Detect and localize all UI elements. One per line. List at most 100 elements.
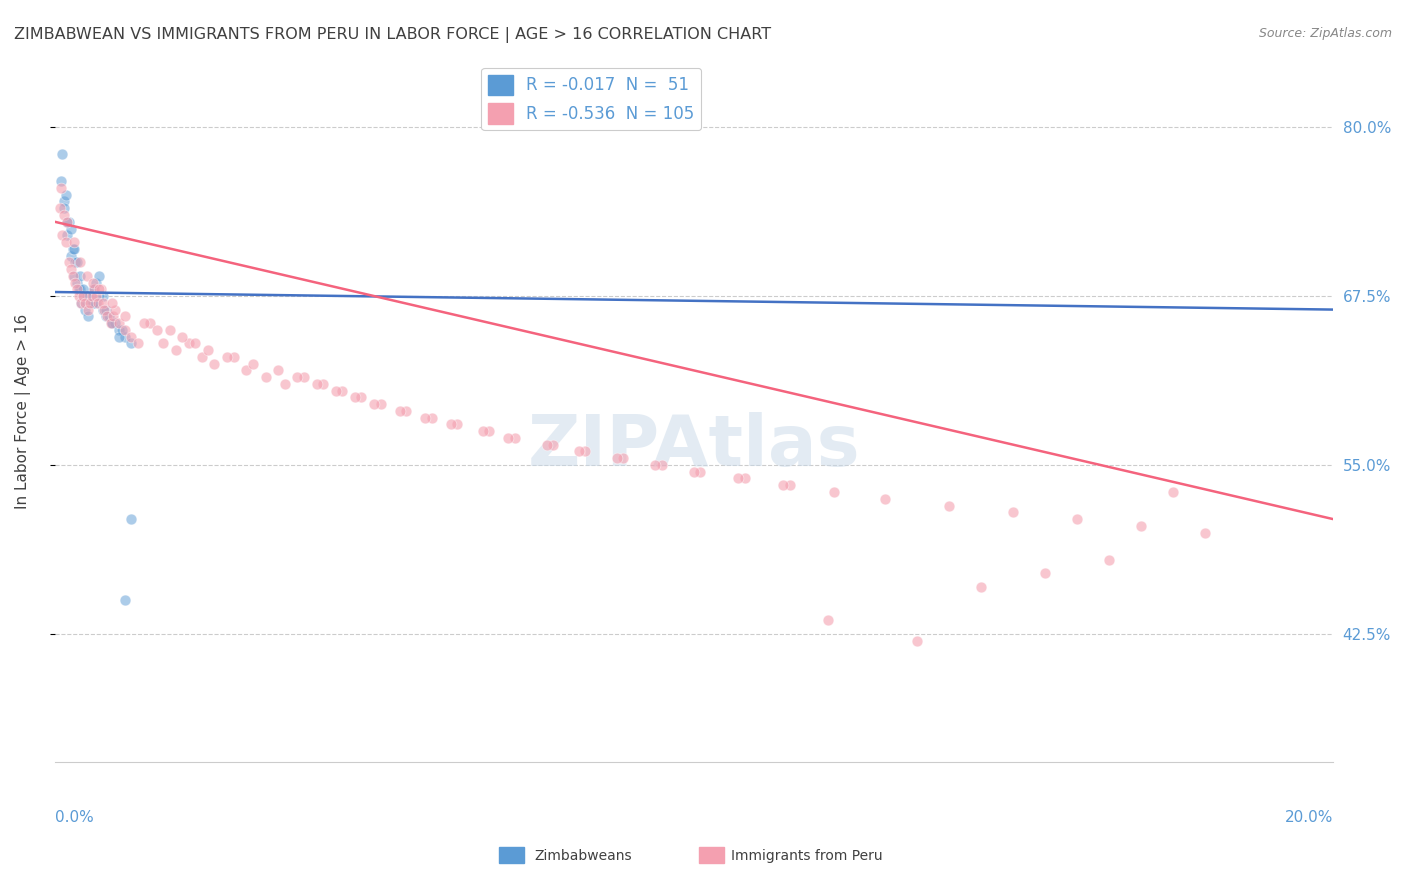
- Point: [101, 316, 124, 330]
- Text: ZIMBABWEAN VS IMMIGRANTS FROM PERU IN LABOR FORCE | AGE > 16 CORRELATION CHART: ZIMBABWEAN VS IMMIGRANTS FROM PERU IN LA…: [14, 27, 770, 43]
- Point: [59, 221, 82, 235]
- Point: [440, 417, 463, 432]
- Point: [76, 302, 98, 317]
- Point: [84, 289, 107, 303]
- Point: [606, 451, 628, 466]
- Point: [70, 295, 93, 310]
- Point: [292, 370, 315, 384]
- Point: [413, 410, 436, 425]
- Point: [172, 329, 194, 343]
- Point: [69, 255, 91, 269]
- Point: [91, 302, 114, 317]
- Point: [66, 282, 89, 296]
- Point: [1130, 518, 1153, 533]
- Point: [72, 289, 94, 303]
- Point: [574, 444, 596, 458]
- Point: [350, 391, 373, 405]
- Y-axis label: In Labor Force | Age > 16: In Labor Force | Age > 16: [15, 313, 31, 508]
- Point: [1002, 505, 1025, 519]
- Point: [83, 282, 105, 296]
- Point: [107, 329, 129, 343]
- Point: [541, 438, 564, 452]
- Point: [363, 397, 385, 411]
- Point: [242, 357, 264, 371]
- Point: [132, 316, 155, 330]
- Point: [90, 282, 112, 296]
- Point: [49, 181, 72, 195]
- Point: [69, 268, 91, 283]
- Point: [734, 471, 756, 485]
- Point: [1194, 525, 1216, 540]
- Point: [91, 295, 114, 310]
- Point: [82, 295, 104, 310]
- Text: ZIPAtlas: ZIPAtlas: [527, 411, 860, 481]
- Point: [120, 512, 142, 526]
- Legend: R = -0.017  N =  51, R = -0.536  N = 105: R = -0.017 N = 51, R = -0.536 N = 105: [481, 68, 702, 130]
- Point: [49, 174, 72, 188]
- Point: [420, 410, 443, 425]
- Point: [817, 613, 839, 627]
- Point: [152, 336, 174, 351]
- Point: [651, 458, 673, 472]
- Point: [120, 336, 142, 351]
- Point: [89, 282, 111, 296]
- Point: [177, 336, 200, 351]
- Point: [235, 363, 257, 377]
- Point: [55, 187, 77, 202]
- Point: [273, 376, 295, 391]
- Point: [51, 228, 73, 243]
- Point: [388, 404, 411, 418]
- Point: [58, 215, 80, 229]
- Text: Zimbabweans: Zimbabweans: [534, 849, 631, 863]
- Point: [395, 404, 418, 418]
- Point: [62, 268, 84, 283]
- Point: [89, 289, 111, 303]
- Point: [89, 268, 111, 283]
- Point: [103, 310, 125, 324]
- Point: [94, 302, 117, 317]
- Point: [779, 478, 801, 492]
- Point: [53, 201, 76, 215]
- Point: [772, 478, 794, 492]
- Point: [217, 350, 239, 364]
- Point: [62, 242, 84, 256]
- Point: [165, 343, 187, 358]
- Text: 0.0%: 0.0%: [55, 810, 93, 824]
- Point: [446, 417, 468, 432]
- Point: [62, 268, 84, 283]
- Point: [56, 228, 79, 243]
- Point: [75, 302, 97, 317]
- Point: [66, 255, 89, 269]
- Point: [53, 194, 76, 209]
- Point: [76, 295, 98, 310]
- Point: [56, 215, 79, 229]
- Point: [63, 276, 86, 290]
- Point: [82, 282, 104, 296]
- Point: [62, 242, 84, 256]
- Point: [139, 316, 162, 330]
- Point: [97, 310, 120, 324]
- Point: [312, 376, 335, 391]
- Point: [63, 255, 86, 269]
- Point: [689, 465, 711, 479]
- Point: [101, 316, 124, 330]
- Point: [48, 201, 70, 215]
- Point: [72, 289, 94, 303]
- Point: [76, 289, 98, 303]
- Point: [190, 350, 212, 364]
- Point: [67, 282, 90, 296]
- Point: [100, 316, 122, 330]
- Point: [55, 235, 77, 249]
- Point: [267, 363, 290, 377]
- Point: [370, 397, 392, 411]
- Point: [159, 323, 181, 337]
- Point: [75, 295, 97, 310]
- Point: [58, 255, 80, 269]
- Point: [114, 310, 136, 324]
- Point: [72, 282, 94, 296]
- Text: Source: ZipAtlas.com: Source: ZipAtlas.com: [1258, 27, 1392, 40]
- Text: 20.0%: 20.0%: [1285, 810, 1333, 824]
- Point: [330, 384, 353, 398]
- Point: [222, 350, 245, 364]
- Point: [1161, 485, 1184, 500]
